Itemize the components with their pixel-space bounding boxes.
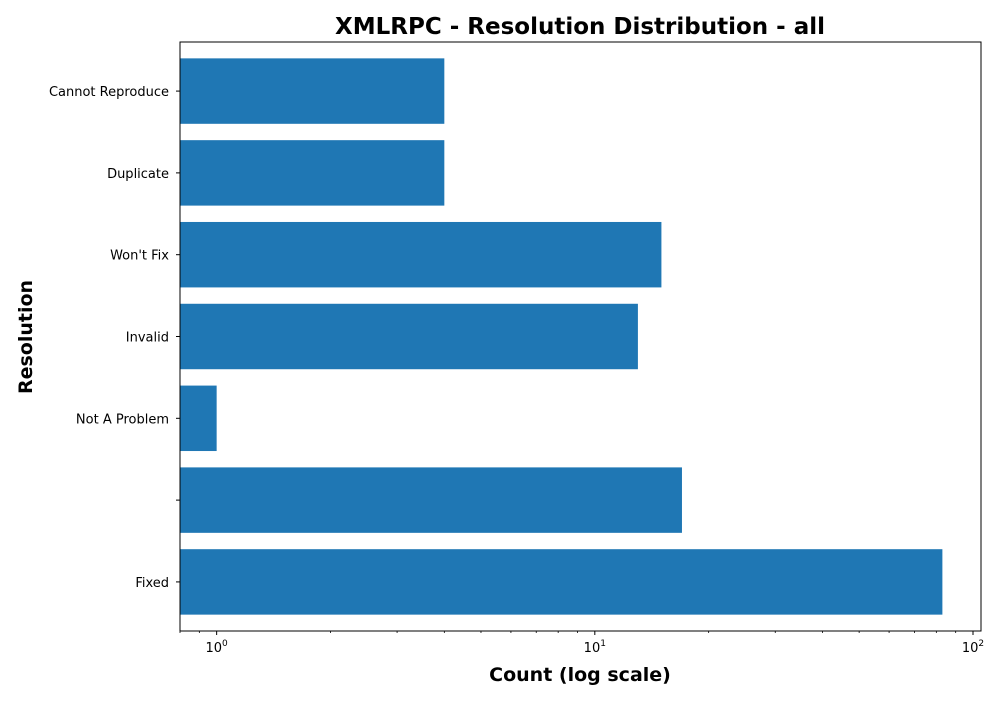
y-tick-label: Invalid xyxy=(126,331,169,346)
y-tick-label: Cannot Reproduce xyxy=(49,85,169,100)
x-tick-label: 101 xyxy=(584,639,606,656)
x-tick-label: 100 xyxy=(206,639,229,656)
y-tick-label: Fixed xyxy=(135,576,169,591)
bar-not-a-problem xyxy=(180,385,217,452)
y-axis-label: Resolution xyxy=(15,280,37,394)
bar-unlabeled xyxy=(180,467,682,533)
x-axis-label: Count (log scale) xyxy=(489,664,671,686)
chart-title: XMLRPC - Resolution Distribution - all xyxy=(335,14,825,40)
bar-invalid xyxy=(180,303,638,370)
ticks-layer: Fixed Not A Problem Invalid Won't Fix Duplic… xyxy=(49,85,984,656)
y-tick-label: Won't Fix xyxy=(110,249,169,264)
plot-frame xyxy=(179,41,982,632)
bar-duplicate xyxy=(180,140,445,206)
bars-layer xyxy=(180,58,943,615)
bar-cannot-reproduce xyxy=(180,58,445,124)
x-tick-label: 102 xyxy=(962,639,984,656)
y-tick-label: Not A Problem xyxy=(76,412,169,427)
y-tick-label: Duplicate xyxy=(107,167,169,182)
bar-fixed xyxy=(180,549,943,615)
bar-won-t-fix xyxy=(180,221,662,288)
